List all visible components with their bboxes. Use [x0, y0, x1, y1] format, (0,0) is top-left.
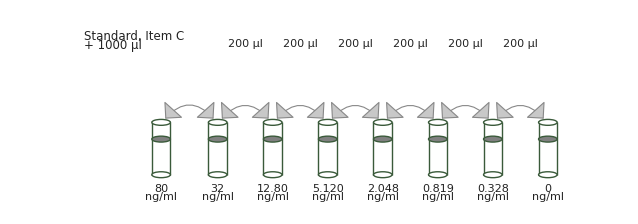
Text: 12.80: 12.80 [256, 184, 288, 194]
Ellipse shape [318, 136, 337, 142]
Ellipse shape [263, 136, 282, 142]
Text: 0: 0 [544, 184, 551, 194]
Ellipse shape [263, 172, 282, 178]
Ellipse shape [538, 172, 557, 178]
Text: 200 μl: 200 μl [283, 39, 318, 49]
Ellipse shape [538, 136, 557, 142]
Text: ng/ml: ng/ml [367, 192, 399, 202]
Text: ng/ml: ng/ml [422, 192, 454, 202]
Text: ng/ml: ng/ml [532, 192, 564, 202]
FancyArrowPatch shape [441, 102, 489, 118]
Text: 0.819: 0.819 [422, 184, 454, 194]
Ellipse shape [429, 172, 447, 178]
Ellipse shape [209, 119, 227, 125]
Text: Standard, Item C: Standard, Item C [84, 30, 184, 43]
FancyArrowPatch shape [165, 102, 214, 118]
Text: + 1000 μl: + 1000 μl [84, 39, 142, 52]
FancyArrowPatch shape [496, 102, 544, 118]
Text: 200 μl: 200 μl [338, 39, 373, 49]
Ellipse shape [152, 119, 170, 125]
Ellipse shape [209, 136, 227, 142]
Text: 0.328: 0.328 [477, 184, 508, 194]
Ellipse shape [373, 136, 392, 142]
Ellipse shape [318, 119, 337, 125]
Text: ng/ml: ng/ml [312, 192, 344, 202]
Ellipse shape [263, 119, 282, 125]
Text: 200 μl: 200 μl [448, 39, 483, 49]
Text: 2.048: 2.048 [367, 184, 399, 194]
Text: ng/ml: ng/ml [477, 192, 509, 202]
Ellipse shape [484, 119, 502, 125]
FancyArrowPatch shape [276, 102, 324, 118]
Ellipse shape [152, 172, 170, 178]
FancyArrowPatch shape [387, 102, 434, 118]
Ellipse shape [429, 119, 447, 125]
Text: 32: 32 [211, 184, 225, 194]
Ellipse shape [209, 172, 227, 178]
Ellipse shape [373, 119, 392, 125]
FancyArrowPatch shape [332, 102, 379, 118]
Text: ng/ml: ng/ml [256, 192, 289, 202]
Ellipse shape [484, 136, 502, 142]
Ellipse shape [318, 172, 337, 178]
Ellipse shape [152, 136, 170, 142]
Ellipse shape [429, 136, 447, 142]
Text: ng/ml: ng/ml [202, 192, 234, 202]
Text: 5.120: 5.120 [312, 184, 344, 194]
Text: ng/ml: ng/ml [145, 192, 177, 202]
FancyArrowPatch shape [221, 102, 269, 118]
Ellipse shape [538, 119, 557, 125]
Text: 200 μl: 200 μl [228, 39, 263, 49]
Text: 80: 80 [154, 184, 168, 194]
Ellipse shape [484, 172, 502, 178]
Text: 200 μl: 200 μl [393, 39, 427, 49]
Ellipse shape [373, 172, 392, 178]
Text: 200 μl: 200 μl [503, 39, 538, 49]
